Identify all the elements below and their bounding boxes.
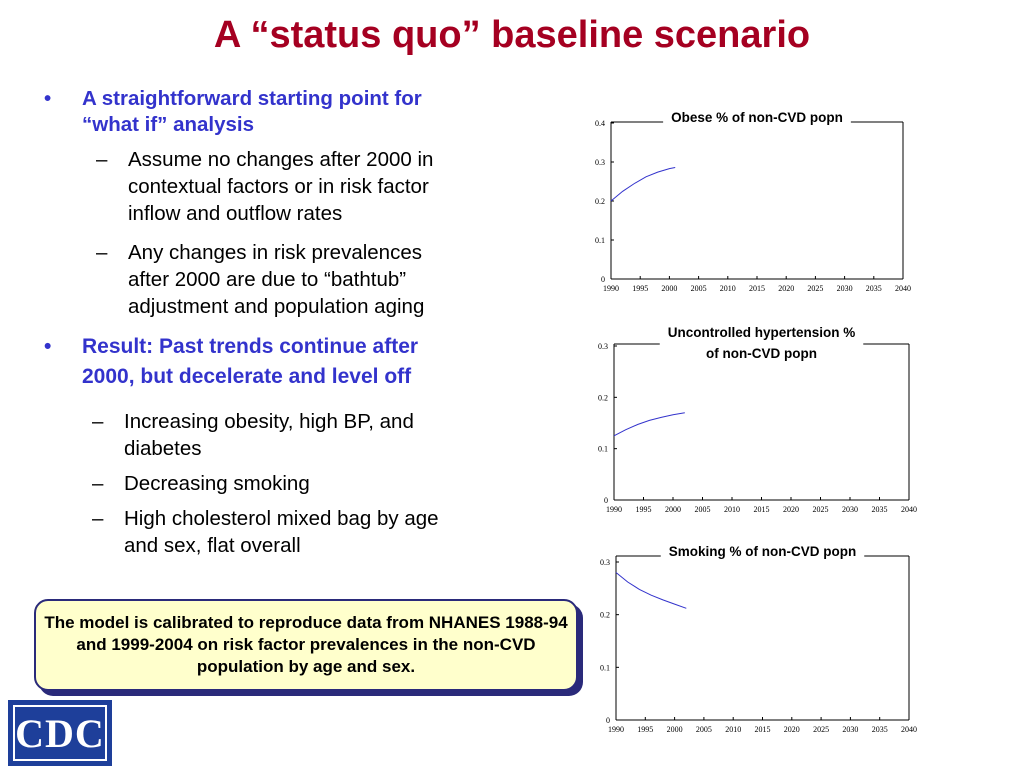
hypertension-xtick-label: 2005	[695, 505, 711, 514]
smoking-xtick-label: 2010	[725, 725, 741, 734]
obesity-ytick-label: 0.4	[595, 119, 605, 128]
smoking-ytick-label: 0	[606, 716, 610, 725]
smoking-xtick-label: 2020	[784, 725, 800, 734]
subbullet-marker: –	[92, 410, 104, 433]
obesity-xtick-label: 2025	[807, 284, 823, 293]
hypertension-xtick-label: 2000	[665, 505, 681, 514]
obesity-ytick-label: 0.2	[595, 197, 605, 206]
subbullet-decreasing-smoking: – Decreasing smoking	[40, 470, 540, 497]
subbullet-line: diabetes	[124, 437, 202, 460]
hypertension-ytick-label: 0.1	[598, 445, 608, 454]
slide-title: A “status quo” baseline scenario	[213, 14, 811, 56]
hypertension-ytick-label: 0.3	[598, 342, 608, 351]
smoking-ytick-label: 0.3	[600, 558, 610, 567]
smoking-chart-title: Smoking % of non-CVD popn	[669, 544, 856, 559]
bullet-list: • A straightforward starting point for “…	[40, 86, 540, 559]
hypertension-ytick-label: 0	[604, 496, 608, 505]
smoking-xtick-label: 2000	[667, 725, 683, 734]
hypertension-xtick-label: 2020	[783, 505, 799, 514]
bullet-straightforward: • A straightforward starting point for “…	[40, 86, 540, 138]
hypertension-xtick-label: 1990	[606, 505, 622, 514]
smoking-xtick-label: 2040	[901, 725, 917, 734]
subbullet-line: adjustment and population aging	[128, 295, 425, 318]
hypertension-chart-title: Uncontrolled hypertension %	[668, 325, 856, 340]
smoking-chart: Smoking % of non-CVD popn 0 0.1 0.2 0.3 1990 1…	[600, 544, 917, 734]
smoking-series-line	[615, 572, 687, 609]
smoking-xtick-label: 1995	[637, 725, 653, 734]
obesity-series-line	[610, 167, 676, 202]
subbullet-high-cholesterol: – High cholesterol mixed bag by age and …	[40, 505, 540, 559]
bullet-line: “what if” analysis	[82, 113, 255, 136]
hypertension-series-line	[613, 412, 685, 437]
obesity-xtick-label: 1990	[603, 284, 619, 293]
subbullet-line: High cholesterol mixed bag by age	[124, 507, 439, 530]
bullet-line: A straightforward starting point for	[82, 87, 422, 110]
subbullet-line: and sex, flat overall	[124, 534, 301, 557]
calibration-note-box: The model is calibrated to reproduce dat…	[34, 599, 578, 691]
subbullet-line: Increasing obesity, high BP, and	[124, 410, 414, 433]
obesity-ytick-label: 0.1	[595, 236, 605, 245]
smoking-xtick-label: 2015	[755, 725, 771, 734]
hypertension-xtick-label: 2025	[813, 505, 829, 514]
hypertension-xtick-label: 2030	[842, 505, 858, 514]
smoking-ytick-label: 0.2	[600, 611, 610, 620]
cdc-logo: CDC	[8, 700, 112, 766]
subbullet-assume-no-changes: – Assume no changes after 2000 in contex…	[40, 146, 540, 227]
subbullet-line: Any changes in risk prevalences	[128, 241, 422, 264]
subbullet-marker: –	[92, 507, 104, 530]
subbullet-line: contextual factors or in risk factor	[128, 175, 429, 198]
subbullet-any-changes: – Any changes in risk prevalences after …	[40, 239, 540, 320]
smoking-xtick-label: 2005	[696, 725, 712, 734]
hypertension-chart-title: of non-CVD popn	[706, 346, 817, 361]
obesity-chart-title: Obese % of non-CVD popn	[671, 110, 843, 125]
obesity-xtick-label: 2020	[778, 284, 794, 293]
smoking-xtick-label: 2025	[813, 725, 829, 734]
bullet-result: • Result: Past trends continue after 200…	[40, 332, 540, 392]
subbullet-line: inflow and outflow rates	[128, 202, 343, 225]
bullet-marker: •	[44, 335, 52, 358]
hypertension-ytick-label: 0.2	[598, 393, 608, 402]
subbullet-marker: –	[96, 241, 108, 264]
bullet-line: Result: Past trends continue after	[82, 335, 419, 358]
subbullet-marker: –	[92, 472, 104, 495]
obesity-chart: Obese % of non-CVD popn 0 0.1 0.2 0.3 0.4 1990…	[595, 110, 911, 293]
subbullet-increasing-obesity: – Increasing obesity, high BP, and diabe…	[40, 408, 540, 462]
obesity-xtick-label: 2000	[661, 284, 677, 293]
smoking-xtick-label: 1990	[608, 725, 624, 734]
hypertension-chart: Uncontrolled hypertension % of non-CVD po…	[598, 325, 917, 514]
smoking-xtick-label: 2035	[872, 725, 888, 734]
hypertension-xtick-label: 2010	[724, 505, 740, 514]
obesity-xtick-label: 2015	[749, 284, 765, 293]
subbullet-marker: –	[96, 148, 108, 171]
hypertension-xtick-label: 2035	[872, 505, 888, 514]
obesity-xtick-label: 2010	[720, 284, 736, 293]
cdc-logo-frame: CDC	[13, 705, 107, 761]
smoking-ytick-label: 0.1	[600, 663, 610, 672]
calibration-note-text: The model is calibrated to reproduce dat…	[44, 613, 568, 676]
subbullet-line: Decreasing smoking	[124, 472, 310, 495]
obesity-ytick-label: 0.3	[595, 158, 605, 167]
hypertension-xtick-label: 1995	[636, 505, 652, 514]
obesity-ytick-label: 0	[601, 275, 605, 284]
bullet-marker: •	[44, 87, 52, 110]
bullet-line: 2000, but decelerate and level off	[82, 365, 412, 388]
hypertension-xtick-label: 2015	[754, 505, 770, 514]
obesity-xtick-label: 2035	[866, 284, 882, 293]
subbullet-line: after 2000 are due to “bathtub”	[128, 268, 407, 291]
hypertension-xtick-label: 2040	[901, 505, 917, 514]
obesity-xtick-label: 1995	[632, 284, 648, 293]
obesity-xtick-label: 2005	[691, 284, 707, 293]
subbullet-line: Assume no changes after 2000 in	[128, 148, 434, 171]
obesity-xtick-label: 2030	[837, 284, 853, 293]
obesity-xtick-label: 2040	[895, 284, 911, 293]
smoking-xtick-label: 2030	[842, 725, 858, 734]
cdc-logo-text: CDC	[15, 710, 105, 756]
